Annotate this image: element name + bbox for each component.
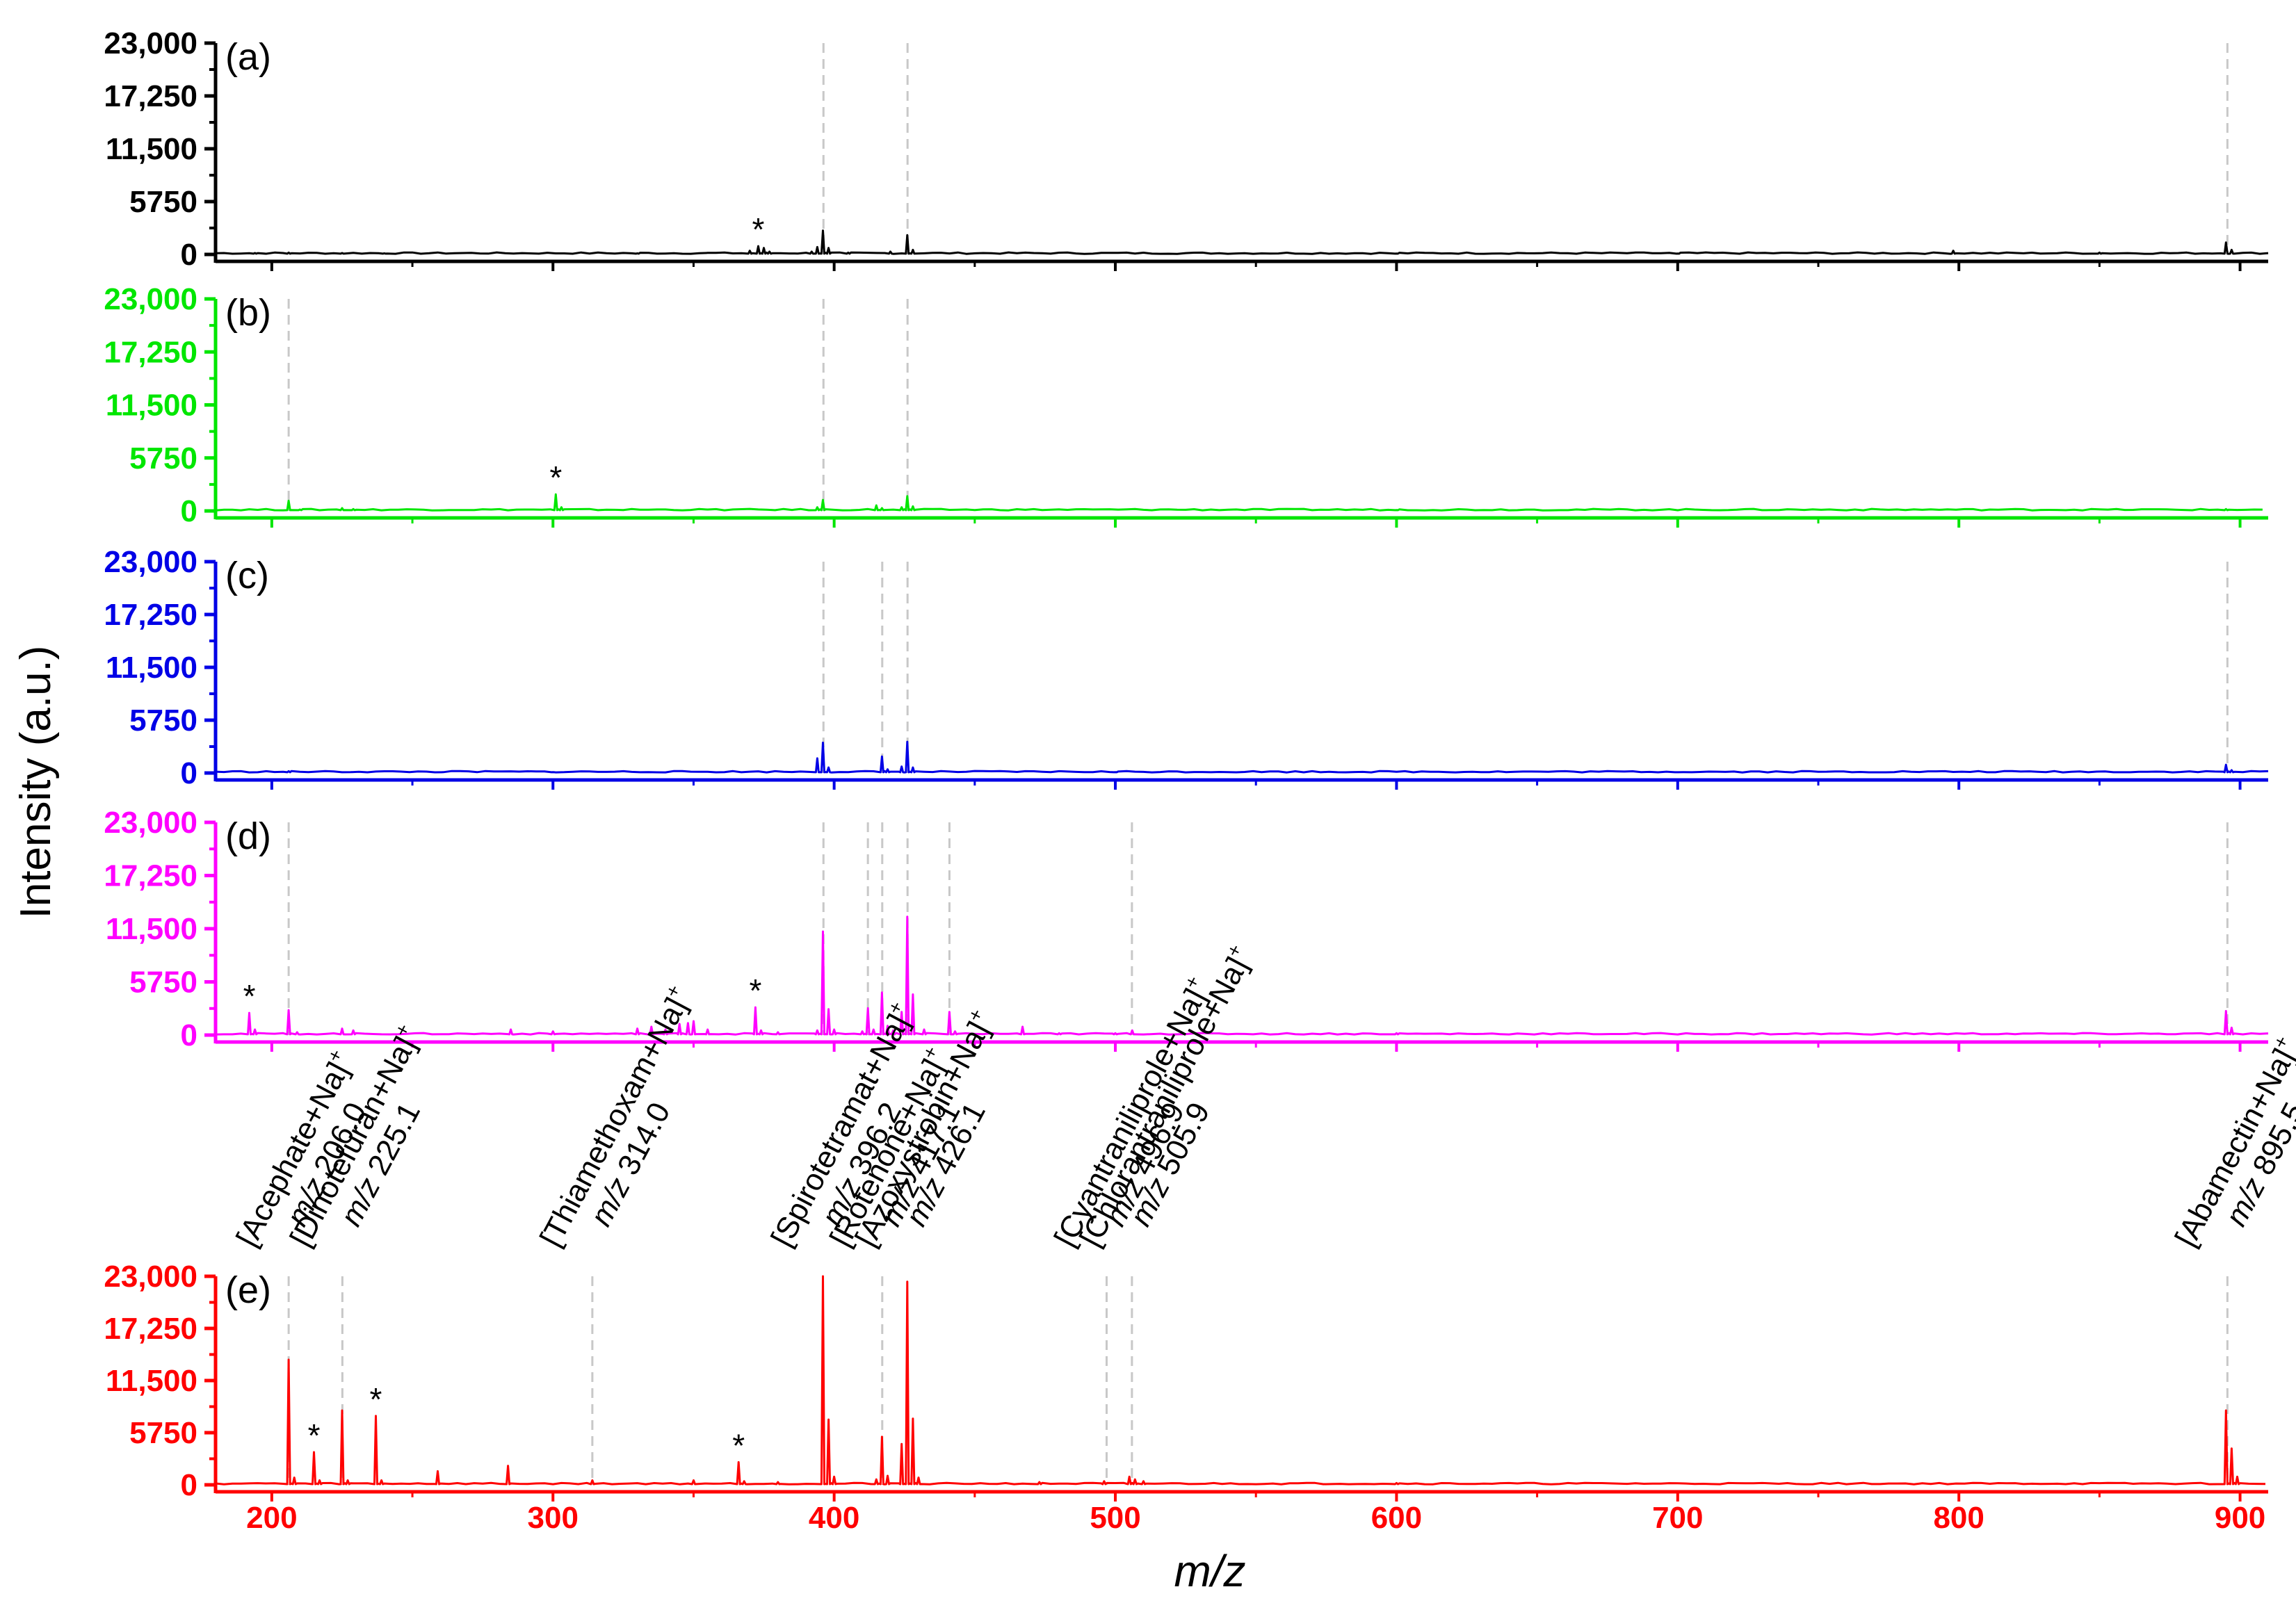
x-axis-ticks: 200 300 400 500 600 700 800 900 [246,1501,2265,1535]
y-tick-label: 11,500 [106,912,197,946]
y-tick-label: 17,250 [104,598,197,632]
y-tick-label: 0 [181,494,197,528]
spectrum-trace [214,493,2263,512]
y-tick-label: 0 [181,1018,197,1052]
spectra-panels: 0 5750 11,500 17,250 23,000 (a) * 0 5750 11,500 17… [104,26,2269,1502]
y-tick-label: 23,000 [104,282,197,316]
y-tick-label: 23,000 [104,545,197,579]
y-tick-label: 5750 [129,703,197,738]
y-tick-label: 0 [181,756,197,790]
panel-label: (d) [225,815,271,857]
peak-star: * [732,1427,745,1463]
panel-label: (a) [225,36,271,78]
spectrum-trace [214,916,2269,1036]
panel-label: (c) [225,555,269,596]
compound-annotations: [Acephate+Na]+m/z 206.0[Dinotefuran+Na]+… [230,941,2296,1253]
annotation-abamectin: [Abamectin+Na]+m/z 895.5 [2169,1032,2296,1252]
x-tick-label: 200 [246,1501,297,1535]
peak-star: * [752,211,765,247]
y-tick-label: 5750 [129,1416,197,1450]
y-tick-label: 5750 [129,441,197,475]
peak-star: * [549,459,562,496]
peak-star: * [243,978,256,1014]
annotation-thiamethoxam: [Thiamethoxam+Na]+m/z 314.0 [533,981,693,1252]
y-tick-label: 11,500 [106,389,197,423]
x-tick-label: 400 [809,1501,859,1535]
panel-a: 0 5750 11,500 17,250 23,000 (a) * [104,26,2269,272]
y-tick-label: 11,500 [106,132,197,166]
y-tick-label: 17,250 [104,79,197,113]
spectrum-trace [214,1275,2266,1486]
panel-c: 0 5750 11,500 17,250 23,000 (c) [104,545,2269,790]
y-tick-label: 11,500 [106,651,197,685]
panel-e: 0 5750 11,500 17,250 23,000 (e) * * * [104,1260,2268,1502]
peak-star: * [749,973,761,1009]
y-tick-label: 5750 [129,185,197,219]
x-tick-label: 900 [2215,1501,2265,1535]
spectrum-trace [214,740,2269,774]
panel-d: 0 5750 11,500 17,250 23,000 (d) * * [104,806,2269,1052]
y-tick-label: 17,250 [104,1312,197,1346]
peak-star: * [308,1417,321,1454]
y-tick-label: 5750 [129,966,197,1000]
x-tick-label: 600 [1371,1501,1422,1535]
y-tick-label: 23,000 [104,1260,197,1294]
panel-label: (b) [225,292,271,334]
panel-b: 0 5750 11,500 17,250 23,000 (b) * [104,282,2268,528]
y-tick-label: 17,250 [104,335,197,369]
y-tick-label: 17,250 [104,859,197,893]
y-tick-label: 23,000 [104,26,197,60]
x-tick-label: 300 [528,1501,579,1535]
y-axis-label: Intensity (a.u.) [12,646,60,919]
spectrum-trace [214,229,2269,255]
x-tick-label: 700 [1652,1501,1703,1535]
y-tick-label: 11,500 [106,1364,197,1398]
x-tick-label: 800 [1933,1501,1984,1535]
x-axis-label: m/z [1174,1546,1245,1596]
x-tick-label: 500 [1090,1501,1140,1535]
y-tick-label: 0 [181,238,197,272]
y-tick-label: 0 [181,1468,197,1502]
panel-label: (e) [225,1269,271,1311]
peak-star: * [370,1381,382,1417]
y-tick-label: 23,000 [104,806,197,840]
